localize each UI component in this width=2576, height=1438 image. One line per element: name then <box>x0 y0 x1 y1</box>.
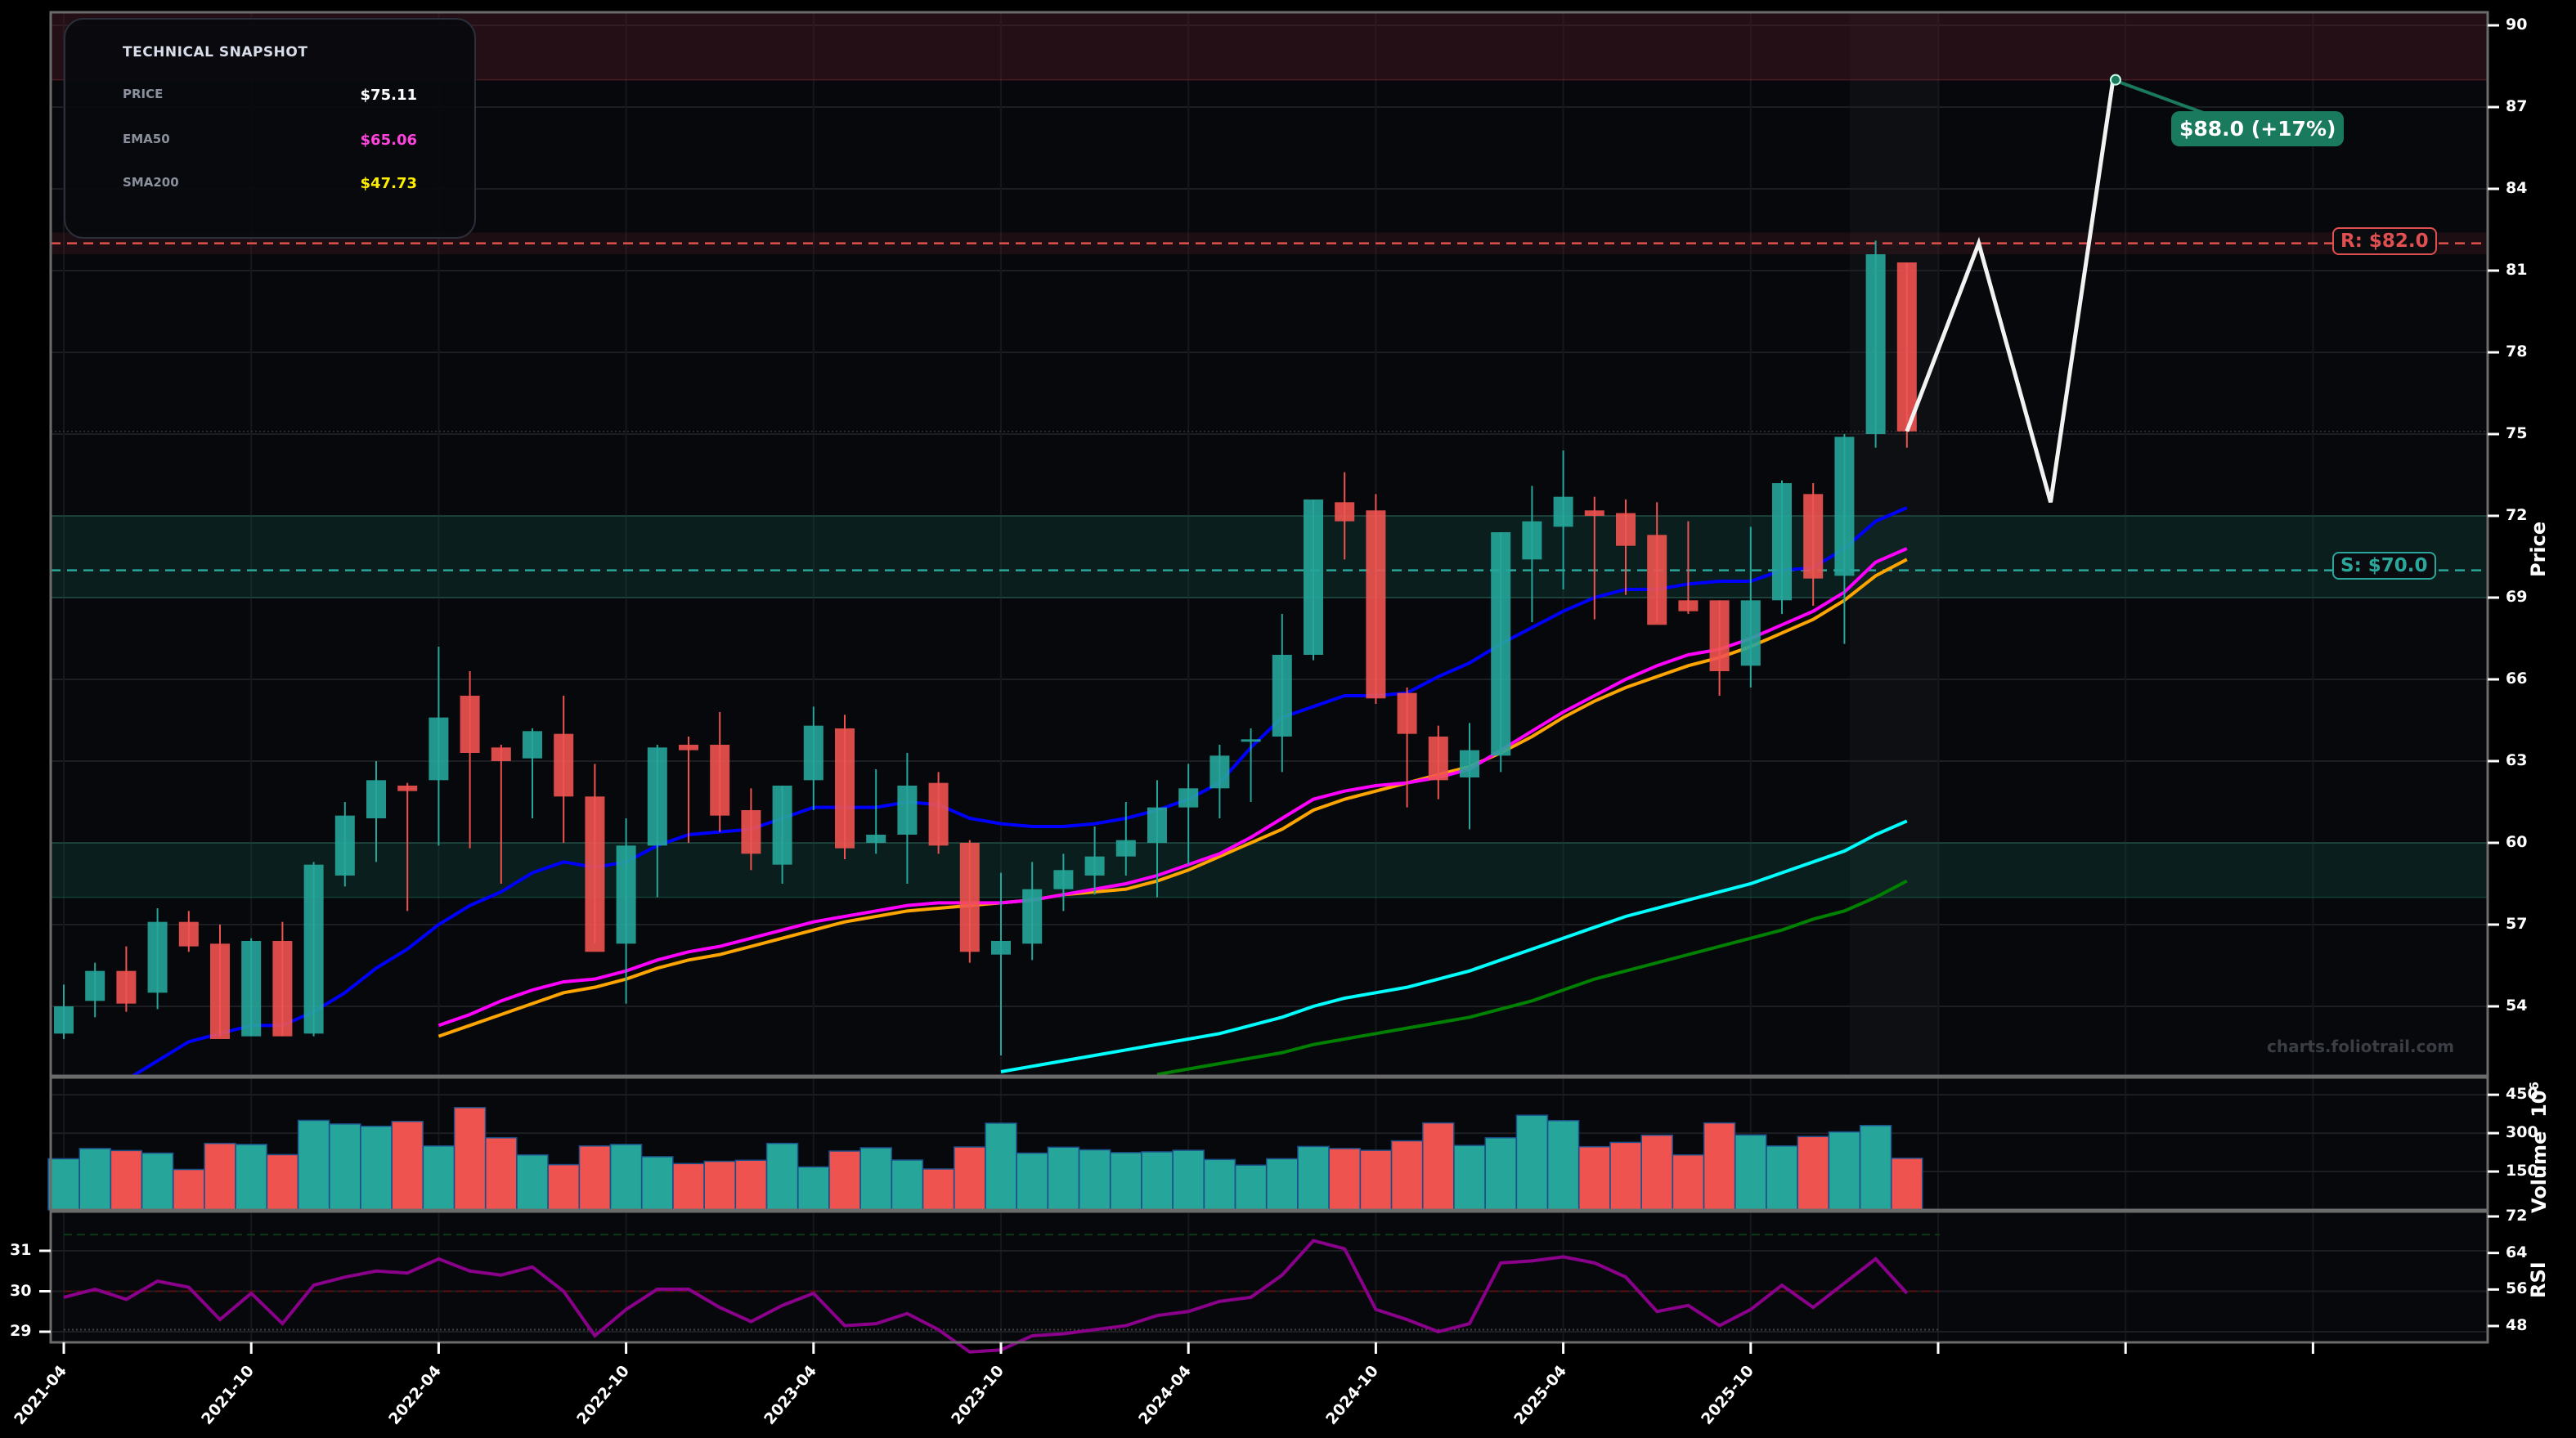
resistance-label: R: $82.0 <box>2332 227 2437 255</box>
price-tick-label: 69 <box>2506 587 2528 606</box>
price-tick-label: 54 <box>2506 996 2528 1015</box>
price-tick-label: 87 <box>2506 96 2528 115</box>
volume-tick-label: 150 <box>2506 1162 2538 1180</box>
rsi-tick-label: 64 <box>2506 1243 2528 1261</box>
price-tick-label: 90 <box>2506 16 2528 34</box>
rsi-tick-label: 56 <box>2506 1279 2528 1298</box>
target-price-label: $88.0 (+17%) <box>2171 111 2345 146</box>
price-axis-title: Price <box>2527 521 2550 577</box>
price-tick-label: 63 <box>2506 750 2528 769</box>
price-tick-label: 75 <box>2506 423 2528 442</box>
snapshot-value: $65.06 <box>360 132 417 149</box>
volume-tick-label: 450 <box>2506 1085 2538 1104</box>
volume-tick-label: 300 <box>2506 1123 2538 1142</box>
snapshot-label: EMA50 <box>123 132 170 146</box>
snapshot-label: SMA200 <box>123 175 179 190</box>
price-tick-label: 66 <box>2506 669 2528 688</box>
rsi-left-tick-label: 30 <box>10 1281 32 1300</box>
price-tick-label: 60 <box>2506 832 2528 851</box>
price-tick-label: 81 <box>2506 260 2528 279</box>
snapshot-title: TECHNICAL SNAPSHOT <box>123 44 308 60</box>
price-tick-label: 78 <box>2506 342 2528 361</box>
snapshot-value: $47.73 <box>360 175 417 192</box>
rsi-tick-label: 72 <box>2506 1207 2528 1225</box>
rsi-tick-label: 48 <box>2506 1316 2528 1334</box>
rsi-left-tick-label: 31 <box>10 1241 32 1259</box>
price-tick-label: 72 <box>2506 505 2528 524</box>
watermark: charts.foliotrail.com <box>2267 1037 2455 1056</box>
price-tick-label: 84 <box>2506 178 2528 197</box>
rsi-left-tick-label: 29 <box>10 1322 32 1340</box>
rsi-axis-title: RSI <box>2527 1261 2550 1298</box>
snapshot-value: $75.11 <box>360 87 417 104</box>
support-label: S: $70.0 <box>2332 552 2436 580</box>
price-tick-label: 57 <box>2506 914 2528 933</box>
snapshot-label: PRICE <box>123 87 164 101</box>
technical-snapshot-panel: TECHNICAL SNAPSHOT PRICE $75.11 EMA50 $6… <box>64 18 476 239</box>
